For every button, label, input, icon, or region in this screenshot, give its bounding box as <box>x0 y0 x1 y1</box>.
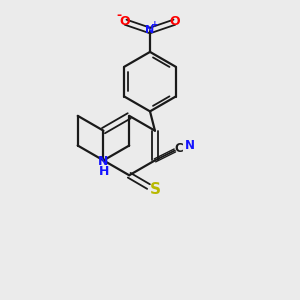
Text: +: + <box>151 20 159 29</box>
Text: -: - <box>116 10 121 22</box>
Text: N: N <box>146 25 154 35</box>
Text: S: S <box>150 182 160 197</box>
Text: N: N <box>98 155 108 168</box>
Text: O: O <box>120 14 130 28</box>
Text: O: O <box>170 14 180 28</box>
Text: H: H <box>99 165 109 178</box>
Text: N: N <box>185 139 195 152</box>
Text: C: C <box>174 142 183 155</box>
